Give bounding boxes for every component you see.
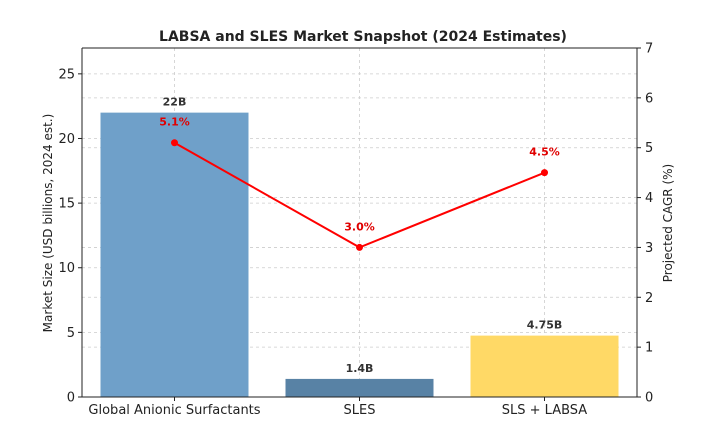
y-tick-label: 25	[58, 67, 75, 82]
cagr-value-label: 5.1%	[159, 116, 190, 129]
y2-tick-label: 0	[645, 391, 653, 406]
bar	[100, 112, 249, 397]
y-tick-label: 0	[67, 391, 75, 406]
x-tick-label: SLES	[344, 403, 376, 418]
cagr-point	[541, 169, 548, 177]
y-tick-label: 10	[58, 261, 75, 276]
y2-tick-label: 5	[645, 141, 653, 156]
cagr-value-label: 4.5%	[529, 146, 560, 159]
y2-tick-label: 3	[645, 241, 653, 256]
bar-value-label: 4.75B	[527, 319, 563, 332]
bar	[470, 335, 619, 397]
y-tick-label: 15	[58, 197, 75, 212]
y-axis-label: Market Size (USD billions, 2024 est.)	[41, 114, 55, 333]
x-tick-label: SLS + LABSA	[502, 403, 588, 418]
y2-tick-label: 1	[645, 341, 653, 356]
y2-tick-label: 4	[645, 191, 653, 206]
y2-tick-label: 7	[645, 42, 653, 57]
y2-tick-label: 6	[645, 91, 653, 106]
y-tick-label: 5	[67, 326, 75, 341]
y2-axis-label: Projected CAGR (%)	[661, 164, 675, 282]
chart-title: LABSA and SLES Market Snapshot (2024 Est…	[159, 29, 567, 45]
y2-tick-label: 2	[645, 291, 653, 306]
cagr-point	[171, 139, 178, 147]
axes: 0 5 10 15 20 25 0 1 2 3 4 5 6 7 Global Anionic Surfact…	[58, 42, 653, 419]
x-tick-label: Global Anionic Surfactants	[88, 403, 260, 418]
bar-value-label: 22B	[163, 96, 187, 109]
y-tick-label: 20	[58, 132, 75, 147]
data-labels: 22B 1.4B 4.75B 5.1% 3.0% 4.5%	[159, 96, 562, 375]
cagr-point	[356, 243, 363, 251]
bar	[285, 378, 434, 397]
bars	[100, 112, 619, 397]
cagr-line	[171, 139, 548, 251]
bar-value-label: 1.4B	[346, 362, 374, 375]
cagr-value-label: 3.0%	[344, 220, 375, 233]
